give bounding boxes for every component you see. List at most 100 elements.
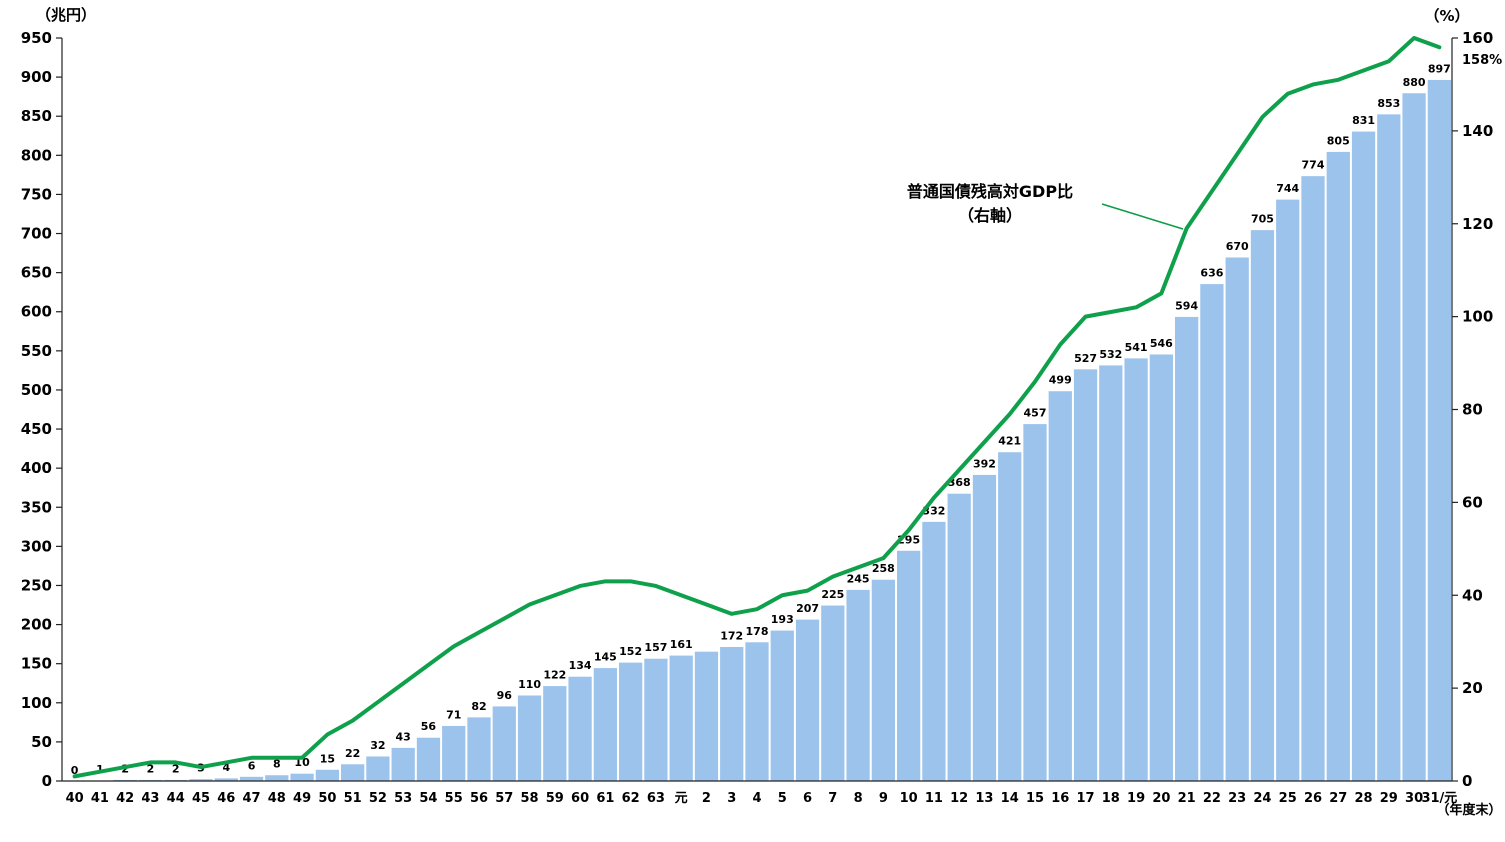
x-axis-label: 20	[1152, 791, 1170, 806]
left-axis-tick-label: 500	[21, 381, 52, 399]
bar	[1123, 357, 1149, 782]
left-axis-tick-label: 600	[21, 303, 52, 321]
x-axis-label: 44	[167, 791, 185, 806]
bar-value-label: 532	[1099, 348, 1122, 361]
x-axis-label: 43	[141, 791, 159, 806]
left-axis-tick-label: 950	[21, 29, 52, 47]
right-axis-tick-label: 100	[1462, 308, 1493, 326]
bar-value-label: 32	[370, 739, 385, 752]
left-axis-tick-label: 300	[21, 537, 52, 555]
bar-value-label: 258	[872, 562, 895, 575]
bar	[365, 755, 391, 782]
bar	[845, 588, 871, 782]
bar-value-label: 22	[345, 747, 360, 760]
bar	[643, 657, 669, 782]
bar	[870, 578, 896, 782]
bar-value-label: 541	[1125, 341, 1148, 354]
x-axis-label: 18	[1102, 791, 1120, 806]
left-axis-tick-label: 800	[21, 146, 52, 164]
bar-value-label: 56	[421, 720, 437, 733]
bar	[719, 645, 745, 782]
x-axis-label: 54	[419, 791, 437, 806]
bar-value-label: 145	[594, 651, 617, 664]
left-axis-tick-label: 450	[21, 420, 52, 438]
x-axis-label: 8	[854, 791, 863, 806]
x-axis-label: 48	[268, 791, 286, 806]
bar-value-label: 207	[796, 602, 819, 615]
bar-value-label: 594	[1175, 299, 1198, 312]
left-axis-tick-label: 150	[21, 655, 52, 673]
bars-layer	[87, 78, 1452, 782]
bar-value-label: 774	[1302, 159, 1325, 172]
right-axis-tick-label: 60	[1462, 493, 1483, 511]
bar	[516, 694, 543, 782]
bar	[1426, 78, 1452, 782]
bar	[1376, 113, 1402, 782]
bar-value-label: 897	[1428, 62, 1451, 75]
bar-value-label: 670	[1226, 240, 1249, 253]
bar	[1300, 175, 1326, 782]
bar	[592, 667, 618, 782]
bar	[1325, 150, 1351, 782]
left-axis-tick-label: 0	[42, 772, 52, 790]
bar	[896, 549, 922, 782]
x-axis-label: 3	[727, 791, 736, 806]
left-axis-tick-label: 250	[21, 576, 52, 594]
x-axis-label: 19	[1127, 791, 1145, 806]
x-axis-label: 元	[675, 791, 688, 806]
x-axis-label: 16	[1051, 791, 1069, 806]
left-axis-tick-label: 350	[21, 498, 52, 516]
bar-value-label: 421	[998, 435, 1021, 448]
annotation-gdp-ratio-line2: （右軸）	[958, 206, 1022, 225]
left-axis-tick-label: 900	[21, 68, 52, 86]
bar-value-label: 157	[644, 641, 667, 654]
x-axis-label: 31/元	[1421, 791, 1457, 806]
x-axis-label: 28	[1355, 791, 1373, 806]
bar	[466, 716, 492, 782]
left-axis-tick-label: 200	[21, 616, 52, 634]
bar	[1174, 315, 1200, 782]
bar-value-label: 705	[1251, 213, 1274, 226]
bar-value-label: 43	[396, 730, 411, 743]
x-axis-label: 51	[344, 791, 362, 806]
x-axis-label: 49	[293, 791, 311, 806]
bar	[390, 746, 416, 782]
bar	[946, 492, 972, 782]
x-axis-label: 4	[752, 791, 761, 806]
bar-value-label: 2	[147, 762, 155, 775]
x-axis-label: 29	[1380, 791, 1398, 806]
bar-value-label: 161	[670, 638, 693, 651]
bar-value-label: 110	[518, 678, 541, 691]
right-axis-tick-label: 20	[1462, 679, 1483, 697]
bar	[1072, 368, 1099, 782]
x-axis-label: 7	[828, 791, 837, 806]
bar-value-label: 82	[471, 700, 486, 713]
bar	[668, 654, 694, 782]
x-axis-label: 52	[369, 791, 387, 806]
gdp-ratio-line-layer	[72, 36, 1442, 779]
bar	[1047, 390, 1073, 782]
bar-value-label: 172	[720, 629, 743, 642]
bar-value-label: 853	[1377, 97, 1400, 110]
left-axis-tick-label: 50	[31, 733, 52, 751]
x-axis-label: 26	[1304, 791, 1322, 806]
x-axis-label: 46	[217, 791, 235, 806]
bar	[618, 661, 644, 782]
bar	[238, 775, 265, 782]
x-axis-label: 22	[1203, 791, 1221, 806]
x-axis-label: 50	[318, 791, 336, 806]
bar	[744, 641, 770, 782]
x-axis-label: 58	[521, 791, 539, 806]
bar	[1224, 256, 1250, 782]
bar-value-label: 134	[569, 659, 592, 672]
bar	[314, 768, 341, 782]
x-axis-label: 63	[647, 791, 665, 806]
bar	[794, 618, 821, 782]
bar-value-label: 152	[619, 645, 642, 658]
x-axis-label: 41	[91, 791, 109, 806]
bar-value-label: 245	[847, 572, 870, 585]
bar-value-label: 880	[1403, 76, 1426, 89]
annotation-gdp-ratio-line1: 普通国債残高対GDP比	[907, 182, 1073, 201]
left-axis-unit-label: （兆円）	[36, 6, 96, 24]
x-axis-label: 59	[546, 791, 564, 806]
